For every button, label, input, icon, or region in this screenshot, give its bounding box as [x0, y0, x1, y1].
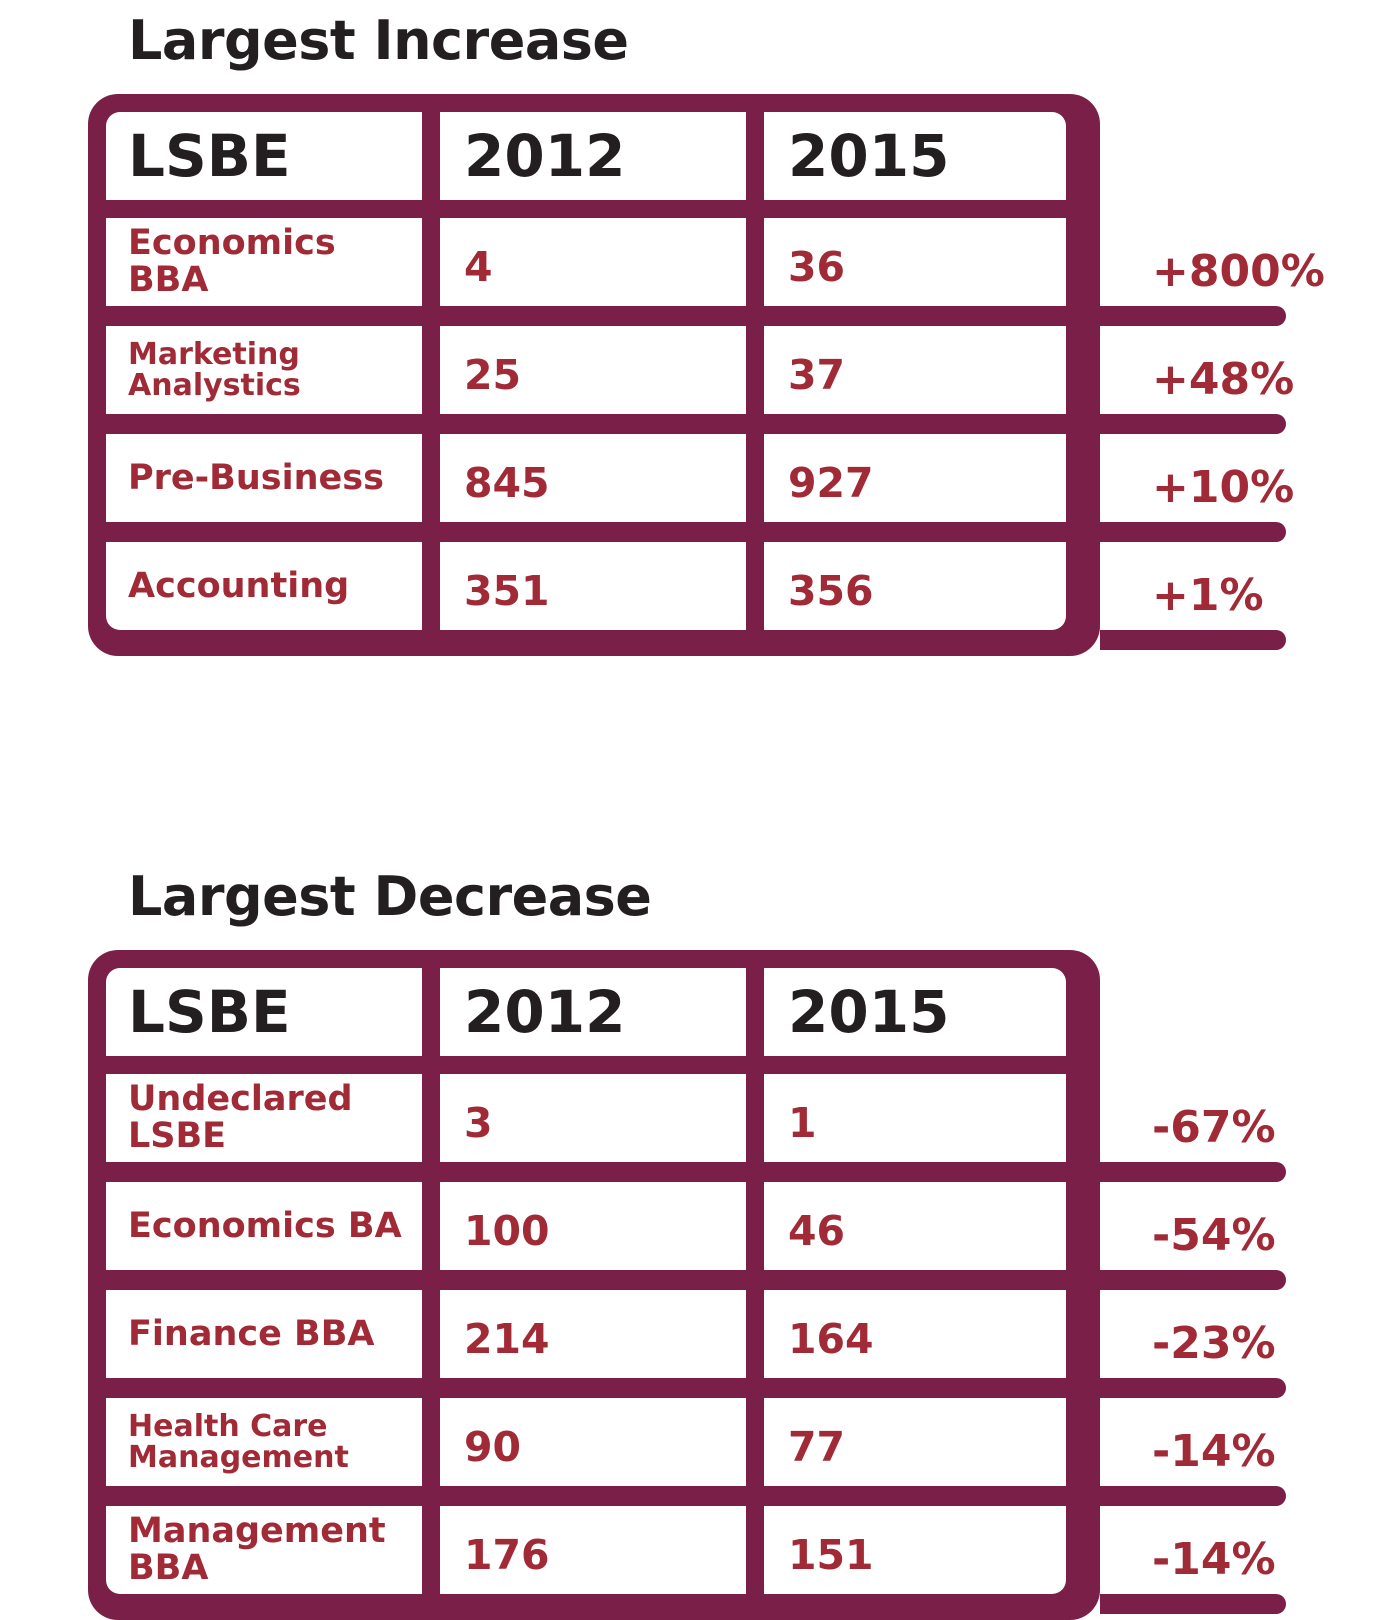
- program-label: Economics BBA: [128, 223, 336, 300]
- value-2012: 90: [464, 1423, 522, 1471]
- table-cell: Health Care Management: [106, 1398, 422, 1486]
- value-2012: 176: [464, 1531, 550, 1579]
- value-2012: 25: [464, 351, 522, 399]
- row-divider: [1100, 414, 1286, 434]
- table-cell: 151: [764, 1506, 1066, 1594]
- table-cell: 164: [764, 1290, 1066, 1378]
- table-cell: 214: [440, 1290, 746, 1378]
- table-cell: 37: [764, 326, 1066, 414]
- table-cell: Finance BBA: [106, 1290, 422, 1378]
- table-cell: Accounting: [106, 542, 422, 630]
- header-2015: 2015: [764, 968, 1066, 1056]
- change-percent: -14%: [1152, 1534, 1276, 1585]
- table-cell: 77: [764, 1398, 1066, 1486]
- value-2015: 151: [788, 1531, 874, 1579]
- program-label: Management BBA: [128, 1511, 386, 1588]
- program-label: Marketing Analystics: [128, 336, 301, 403]
- program-label: Undeclared LSBE: [128, 1079, 353, 1156]
- change-percent: +10%: [1152, 462, 1295, 513]
- value-2015: 37: [788, 351, 846, 399]
- row-divider: [1100, 1270, 1286, 1290]
- table-cell: Economics BA: [106, 1182, 422, 1270]
- row-divider: [1100, 306, 1286, 326]
- value-2012: 4: [464, 243, 493, 291]
- change-percent: -54%: [1152, 1210, 1276, 1261]
- program-label: Pre-Business: [128, 457, 384, 498]
- table-cell: 46: [764, 1182, 1066, 1270]
- change-percent: -14%: [1152, 1426, 1276, 1477]
- value-2012: 845: [464, 459, 550, 507]
- table-cell: Management BBA: [106, 1506, 422, 1594]
- row-divider: [1100, 630, 1286, 650]
- table-cell: Marketing Analystics: [106, 326, 422, 414]
- value-2015: 356: [788, 567, 874, 615]
- table-cell: Pre-Business: [106, 434, 422, 522]
- decrease-title: Largest Decrease: [128, 865, 652, 928]
- value-2015: 36: [788, 243, 846, 291]
- value-2015: 164: [788, 1315, 874, 1363]
- value-2015: 46: [788, 1207, 846, 1255]
- table-cell: 36: [764, 218, 1066, 306]
- header-lsbe: LSBE: [106, 112, 422, 200]
- header-lsbe: LSBE: [106, 968, 422, 1056]
- table-cell: 90: [440, 1398, 746, 1486]
- change-percent: +800%: [1152, 246, 1325, 297]
- program-label: Economics BA: [128, 1205, 402, 1246]
- increase-table: LSBE 2012 2015 Economics BBA 4 36 Marketing An…: [88, 94, 1100, 656]
- table-cell: 927: [764, 434, 1066, 522]
- row-divider: [1100, 522, 1286, 542]
- increase-title: Largest Increase: [128, 9, 629, 72]
- change-percent: +48%: [1152, 354, 1295, 405]
- value-2015: 77: [788, 1423, 846, 1471]
- change-percent: -23%: [1152, 1318, 1276, 1369]
- value-2012: 351: [464, 567, 550, 615]
- header-2012: 2012: [440, 112, 746, 200]
- value-2012: 100: [464, 1207, 550, 1255]
- change-percent: -67%: [1152, 1102, 1276, 1153]
- table-cell: 845: [440, 434, 746, 522]
- header-2012: 2012: [440, 968, 746, 1056]
- row-divider: [1100, 1378, 1286, 1398]
- table-cell: Economics BBA: [106, 218, 422, 306]
- table-cell: 3: [440, 1074, 746, 1162]
- value-2015: 927: [788, 459, 874, 507]
- program-label: Health Care Management: [128, 1408, 349, 1475]
- change-percent: +1%: [1152, 570, 1264, 621]
- row-divider: [1100, 1486, 1286, 1506]
- table-cell: 356: [764, 542, 1066, 630]
- program-label: Finance BBA: [128, 1313, 375, 1354]
- value-2012: 214: [464, 1315, 550, 1363]
- program-label: Accounting: [128, 565, 350, 606]
- table-cell: 176: [440, 1506, 746, 1594]
- table-cell: 4: [440, 218, 746, 306]
- row-divider: [1100, 1162, 1286, 1182]
- table-cell: 100: [440, 1182, 746, 1270]
- value-2012: 3: [464, 1099, 493, 1147]
- decrease-table: LSBE 2012 2015 Undeclared LSBE 3 1 Economics B…: [88, 950, 1100, 1620]
- header-2015: 2015: [764, 112, 1066, 200]
- row-divider: [1100, 1594, 1286, 1614]
- table-cell: Undeclared LSBE: [106, 1074, 422, 1162]
- value-2015: 1: [788, 1099, 817, 1147]
- table-cell: 25: [440, 326, 746, 414]
- table-cell: 351: [440, 542, 746, 630]
- table-cell: 1: [764, 1074, 1066, 1162]
